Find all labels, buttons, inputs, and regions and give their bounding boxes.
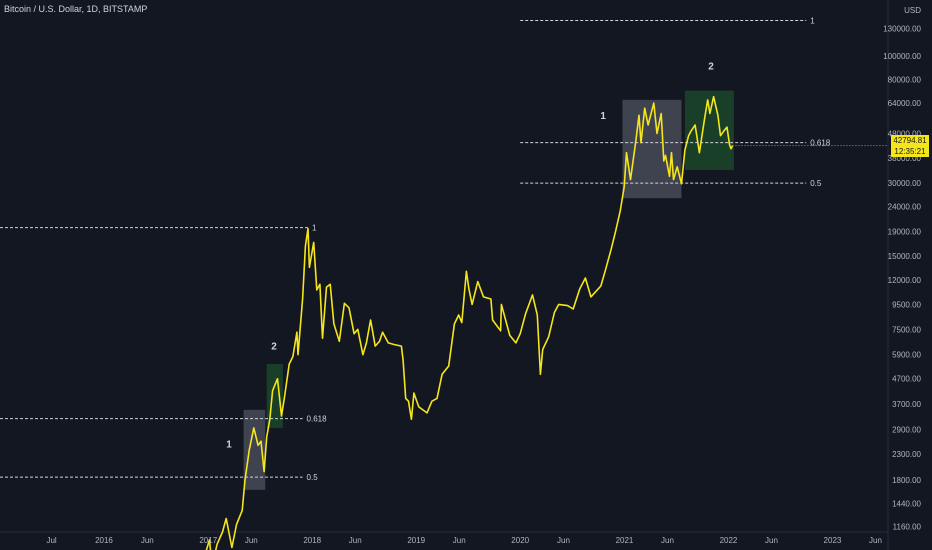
fib-level-label: 0.618 (307, 415, 328, 424)
x-tick-label: 2023 (824, 536, 842, 545)
x-tick-label: Jun (141, 536, 154, 545)
y-tick-label: 9500.00 (892, 300, 921, 309)
x-tick-label: 2016 (95, 536, 113, 545)
fib-level-label: 0.5 (307, 473, 319, 482)
x-tick-label: 2022 (720, 536, 738, 545)
symbol-title: Bitcoin / U.S. Dollar, 1D, BITSTAMP (4, 4, 148, 14)
y-tick-label: 2900.00 (892, 426, 921, 435)
y-tick-label: 100000.00 (883, 52, 921, 61)
x-tick-label: Jun (245, 536, 258, 545)
x-tick-label: Jun (453, 536, 466, 545)
y-tick-label: 1800.00 (892, 476, 921, 485)
wave-2-box (684, 90, 734, 170)
y-tick-label: 2300.00 (892, 450, 921, 459)
y-tick-label: 5900.00 (892, 351, 921, 360)
x-tick-label: 2020 (511, 536, 529, 545)
x-tick-label: 2019 (407, 536, 425, 545)
wave-1-box (622, 99, 682, 199)
x-tick-label: Jun (349, 536, 362, 545)
y-tick-label: 130000.00 (883, 24, 921, 33)
y-tick-label: 30000.00 (888, 179, 922, 188)
fib-level-label: 1 (810, 16, 815, 25)
y-tick-label: 24000.00 (888, 203, 922, 212)
x-tick-label: Jun (557, 536, 570, 545)
y-tick-label: 7500.00 (892, 325, 921, 334)
fib-level-label: 1 (312, 224, 317, 233)
x-tick-label: Jun (765, 536, 778, 545)
y-tick-label: 4700.00 (892, 375, 921, 384)
y-tick-label: 3700.00 (892, 400, 921, 409)
x-tick-label: Jun (869, 536, 882, 545)
fib-level-label: 0.5 (810, 179, 822, 188)
wave-1-box (243, 409, 266, 490)
bar-countdown: 12:35:21 (894, 146, 926, 156)
y-tick-label: 15000.00 (888, 252, 922, 261)
currency-label: USD (904, 6, 921, 15)
x-tick-label: 2021 (616, 536, 634, 545)
wave-count-label: 1 (600, 111, 606, 122)
wave-count-label: 1 (226, 439, 232, 450)
x-tick-label: Jun (661, 536, 674, 545)
wave-count-label: 2 (271, 341, 277, 352)
y-tick-label: 80000.00 (888, 76, 922, 85)
y-tick-label: 19000.00 (888, 227, 922, 236)
wave-count-label: 2 (708, 61, 714, 72)
y-tick-label: 1440.00 (892, 500, 921, 509)
y-tick-label: 64000.00 (888, 99, 922, 108)
y-tick-label: 1160.00 (893, 522, 922, 531)
y-tick-label: 38000.00 (888, 154, 922, 163)
x-tick-label: 2018 (303, 536, 321, 545)
last-price-badge: 42794.81 12:35:21 (891, 134, 929, 157)
fib-level-label: 0.618 (810, 139, 831, 148)
x-tick-label: Jul (46, 536, 56, 545)
last-price: 42794.81 (893, 135, 927, 145)
price-series-line (205, 95, 734, 550)
y-tick-label: 12000.00 (888, 276, 922, 285)
x-tick-label: 2017 (199, 536, 217, 545)
y-tick-label: 48000.00 (888, 129, 922, 138)
